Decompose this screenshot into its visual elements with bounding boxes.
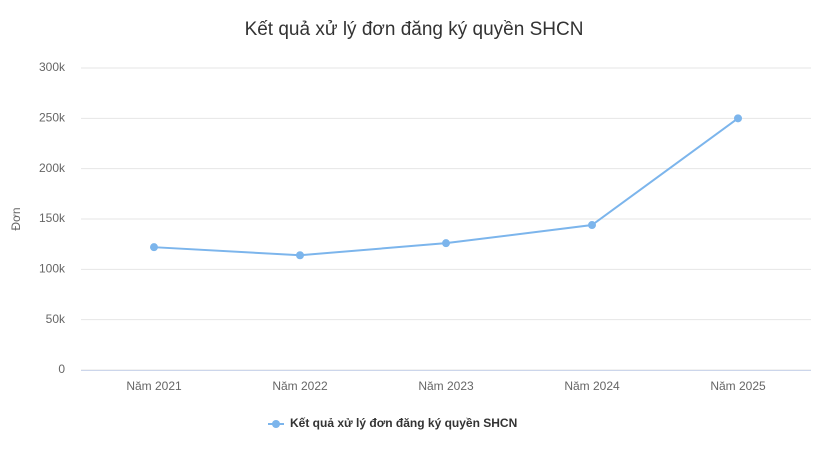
y-tick-label: 100k xyxy=(39,262,66,276)
point xyxy=(442,239,450,248)
point xyxy=(588,221,596,230)
chart-title: Kết quả xử lý đơn đăng ký quyền SHCN xyxy=(245,19,584,40)
y-tick-label: 0 xyxy=(58,362,65,376)
line xyxy=(153,117,739,257)
x-tick-label: Năm 2022 xyxy=(272,379,328,393)
legend-marker xyxy=(272,420,280,428)
x-tick-label: Năm 2024 xyxy=(564,379,620,393)
y-tick-label: 300k xyxy=(39,60,66,74)
x-tick-label: Năm 2023 xyxy=(418,379,474,393)
y-axis-title: Đơn xyxy=(9,207,23,230)
point xyxy=(734,114,742,123)
legend-label: Kết quả xử lý đơn đăng ký quyền SHCN xyxy=(290,416,517,430)
y-tick-label: 250k xyxy=(39,111,66,125)
y-tick-label: 50k xyxy=(46,312,66,326)
y-tick-label: 200k xyxy=(39,161,66,175)
x-tick-label: Năm 2025 xyxy=(710,379,766,393)
point xyxy=(150,243,158,252)
y-tick-label: 150k xyxy=(39,211,66,225)
point xyxy=(296,251,304,260)
x-tick-label: Năm 2021 xyxy=(126,379,182,393)
